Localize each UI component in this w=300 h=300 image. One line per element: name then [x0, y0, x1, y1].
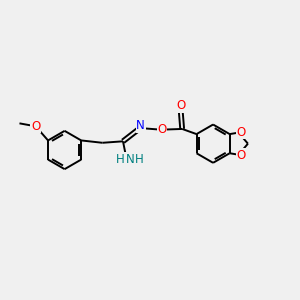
Text: O: O [31, 120, 40, 133]
Text: H: H [134, 153, 143, 166]
Text: H: H [116, 153, 125, 166]
Text: O: O [237, 149, 246, 162]
Text: O: O [176, 99, 185, 112]
Text: N: N [125, 153, 134, 166]
Text: N: N [136, 119, 145, 132]
Text: O: O [237, 125, 246, 139]
Text: O: O [158, 123, 167, 136]
